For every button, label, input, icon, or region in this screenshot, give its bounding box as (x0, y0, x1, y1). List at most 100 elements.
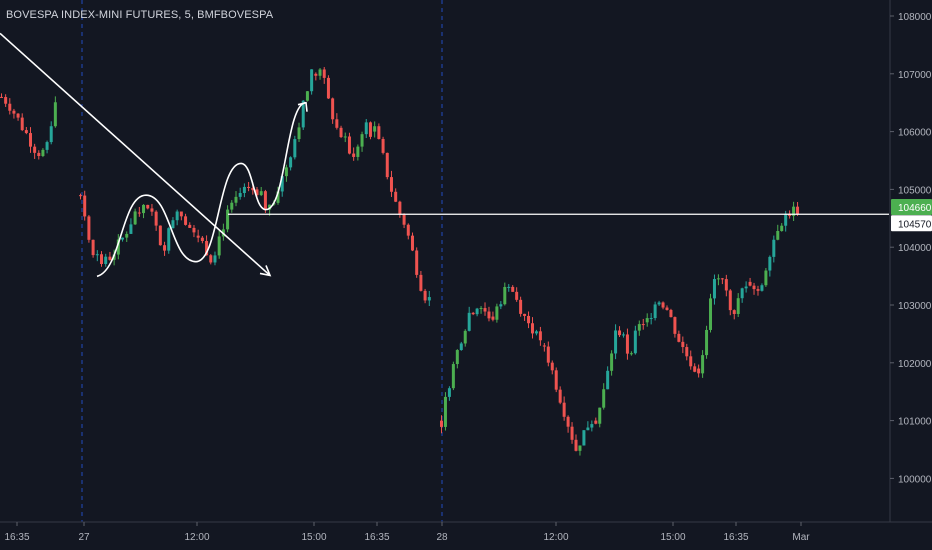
candle-body (443, 396, 447, 427)
candle-body (259, 191, 263, 196)
candle-body (606, 370, 610, 390)
candle-body (238, 193, 242, 197)
candle-body (129, 224, 133, 234)
candle-body (343, 136, 347, 138)
candle-body (669, 309, 673, 318)
candle-body (661, 302, 665, 308)
candle-body (792, 206, 796, 216)
x-tick-label: 28 (436, 532, 448, 543)
x-tick-label: 12:00 (184, 532, 209, 543)
candle-body (732, 310, 736, 314)
candle-body (507, 286, 511, 288)
candle-body (582, 430, 586, 446)
candle-body (154, 211, 158, 226)
candle-body (756, 289, 760, 291)
candle-body (649, 318, 653, 320)
candle-body (352, 153, 356, 157)
candle-body (37, 152, 41, 157)
x-tick-label: 16:35 (364, 532, 389, 543)
x-tick-label: 15:00 (301, 532, 326, 543)
candle-body (784, 213, 788, 226)
candle-body (673, 317, 677, 334)
candle-body (772, 239, 776, 257)
candle-body (689, 356, 693, 367)
candle-body (515, 291, 519, 300)
candle-body (205, 240, 209, 256)
candle-body (538, 331, 542, 341)
candle-body (455, 350, 459, 365)
candle-body (550, 362, 554, 371)
candle-body (598, 407, 602, 424)
candle-body (0, 96, 3, 98)
candle-body (415, 250, 419, 275)
candle-body (709, 298, 713, 330)
candle-body (570, 426, 574, 440)
projected-path-arrow[interactable] (96, 101, 307, 278)
candle-body (440, 420, 443, 427)
candle-body (780, 225, 784, 231)
candle-body (705, 329, 709, 356)
candle-body (625, 334, 629, 354)
candle-body (41, 149, 45, 157)
candle-body (16, 113, 20, 118)
candle-body (590, 424, 594, 428)
x-tick-label: 12:00 (543, 532, 568, 543)
candle-body (530, 323, 534, 334)
candle-body (459, 343, 463, 351)
candle-body (297, 127, 301, 140)
trend-line-arrow[interactable] (0, 32, 271, 277)
candle-body (716, 278, 720, 280)
drawing-layer[interactable] (0, 32, 889, 278)
candle-body (744, 286, 748, 289)
candle-body (511, 286, 515, 292)
candle-body (385, 152, 389, 178)
candle-body (171, 220, 175, 229)
candle-body (213, 255, 217, 263)
candle-body (447, 388, 451, 397)
candle-body (776, 230, 780, 240)
candle-body (226, 209, 230, 230)
y-tick-label: 105000 (898, 185, 932, 196)
candle-body (487, 311, 491, 319)
candle-body (394, 191, 398, 202)
candle-body (326, 77, 330, 99)
candle-body (104, 256, 108, 264)
line-price-badge (891, 215, 932, 232)
x-tick-label: Mar (792, 532, 810, 543)
candle-body (301, 100, 305, 128)
candle-body (289, 157, 293, 168)
candle-body (645, 318, 649, 323)
candle-body (368, 122, 372, 137)
candle-body (633, 330, 637, 354)
candle-body (305, 91, 309, 101)
candle-body (610, 353, 614, 371)
candle-body (234, 196, 238, 203)
candle-body (467, 312, 471, 331)
y-tick-label: 101000 (898, 417, 932, 428)
candle-body (49, 126, 53, 143)
candle-body (284, 167, 288, 177)
candle-body (602, 389, 606, 408)
candle-body (142, 204, 146, 214)
y-tick-label: 106000 (898, 128, 932, 139)
y-tick-label: 108000 (898, 12, 932, 23)
candle-body (653, 304, 657, 319)
candle-body (8, 103, 12, 111)
candle-body (280, 176, 284, 192)
x-tick-label: 16:35 (4, 532, 29, 543)
candle-body (768, 256, 772, 271)
candle-body (398, 201, 402, 215)
candle-body (339, 127, 343, 138)
candle-body (310, 69, 314, 92)
candle-body (499, 304, 503, 307)
candle-body (637, 324, 641, 331)
candle-body (419, 274, 423, 291)
candle-body (184, 216, 188, 225)
candle-body (91, 239, 95, 256)
candle-body (79, 195, 82, 197)
candle-body (614, 330, 618, 354)
y-tick-label: 102000 (898, 359, 932, 370)
